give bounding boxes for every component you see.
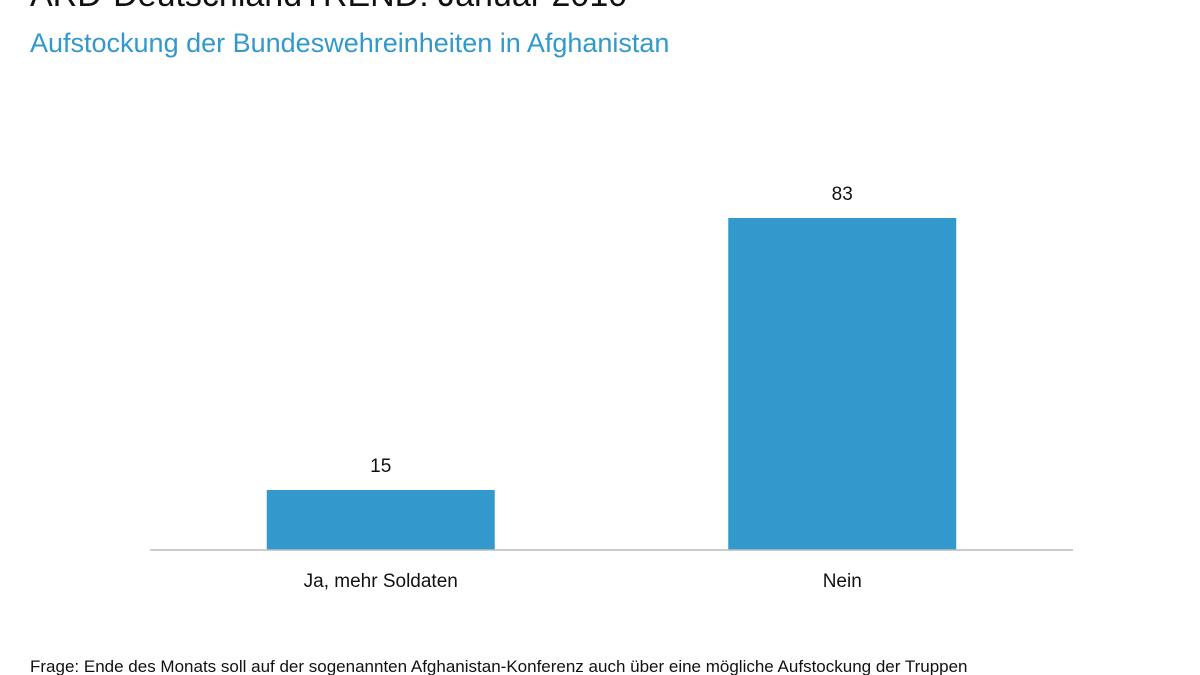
bar xyxy=(266,490,495,550)
footnote: Frage: Ende des Monats soll auf der soge… xyxy=(30,657,968,675)
chart-title: ARD-DeutschlandTREND: Januar 2010 xyxy=(30,0,627,14)
x-tick-label: Nein xyxy=(823,571,862,592)
bar xyxy=(728,218,957,550)
x-tick-label: Ja, mehr Soldaten xyxy=(304,571,458,592)
value-label: 15 xyxy=(370,456,391,477)
chart-subtitle: Aufstockung der Bundeswehreinheiten in A… xyxy=(30,28,669,58)
value-label: 83 xyxy=(832,184,853,205)
